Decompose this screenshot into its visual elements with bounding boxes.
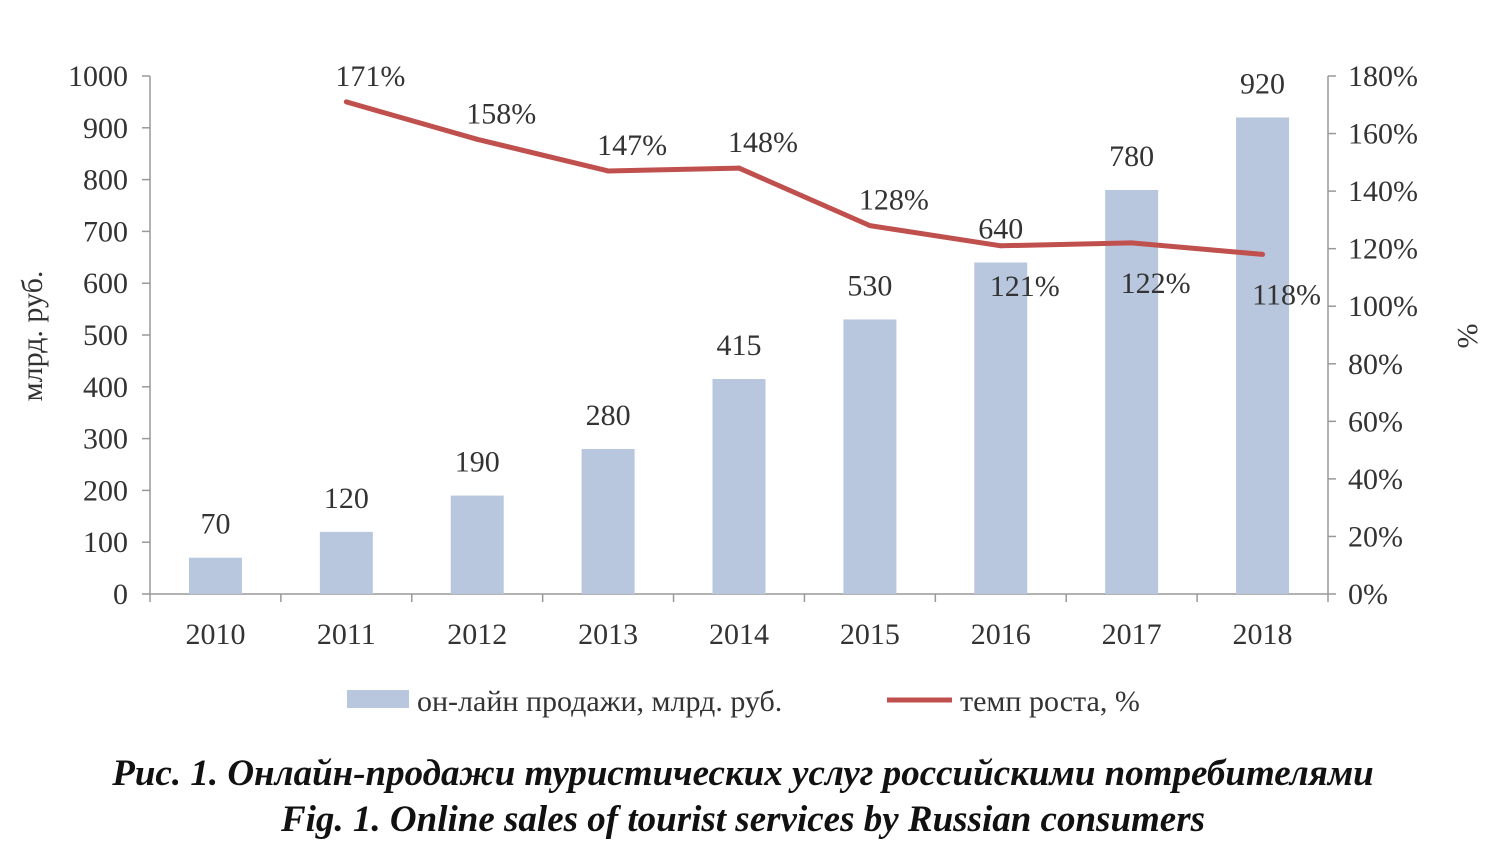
line-value-label: 118%	[1252, 278, 1321, 311]
x-tick-label: 2013	[578, 618, 638, 651]
y-tick-label: 100	[83, 526, 128, 559]
bar	[1105, 189, 1159, 594]
x-tick-label: 2016	[971, 618, 1031, 651]
y2-tick-label: 140%	[1348, 175, 1418, 208]
legend: он-лайн продажи, млрд. руб. темп роста, …	[347, 685, 1140, 718]
bar-value-label: 530	[847, 269, 892, 302]
bar	[1236, 117, 1290, 594]
bar	[581, 448, 635, 594]
y-tick-label: 200	[83, 474, 128, 507]
line-value-label: 148%	[728, 126, 798, 159]
y-tick-label: 600	[83, 267, 128, 300]
line-value-label: 158%	[466, 97, 536, 130]
legend-label-line: темп роста, %	[960, 685, 1140, 718]
line-point	[474, 136, 480, 142]
line-point	[998, 243, 1004, 249]
line-value-label: 122%	[1121, 267, 1191, 300]
y-tick-label: 700	[83, 215, 128, 248]
bar-value-label: 280	[586, 399, 631, 432]
line-point	[867, 223, 873, 229]
bar	[188, 557, 242, 594]
bar	[843, 319, 897, 594]
bar	[974, 262, 1028, 594]
x-tick-label: 2012	[447, 618, 507, 651]
bar-value-label: 780	[1109, 140, 1154, 173]
axes: 0 100 200 300 400 500 600 700 800 900 1000 0% 20% 40%…	[68, 60, 1418, 651]
bar	[712, 379, 766, 594]
line-value-label: 128%	[859, 184, 929, 217]
y-tick-label: 1000	[68, 60, 128, 93]
bar-value-label: 920	[1240, 67, 1285, 100]
line-point	[605, 168, 611, 174]
data-labels: 70 120 190 280 415 530 640 780 920 171% 158% 147% 14…	[200, 60, 1321, 541]
figure-caption-ru: Рис. 1. Онлайн-продажи туристических усл…	[112, 753, 1374, 794]
y2-tick-label: 160%	[1348, 118, 1418, 151]
bar	[450, 495, 504, 594]
x-tick-label: 2018	[1233, 618, 1293, 651]
y-tick-label: 400	[83, 371, 128, 404]
x-tick-label: 2011	[317, 618, 376, 651]
growth-rate-line	[345, 99, 1263, 257]
y-tick-label: 900	[83, 112, 128, 145]
bar-value-label: 190	[455, 446, 500, 479]
figure-caption-en: Fig. 1. Online sales of tourist services…	[280, 799, 1206, 840]
line-point	[1129, 240, 1135, 246]
bar-value-label: 640	[978, 212, 1023, 245]
line-value-label: 171%	[335, 60, 405, 93]
y2-tick-label: 20%	[1348, 520, 1403, 553]
bar	[319, 531, 373, 594]
x-tick-label: 2017	[1102, 618, 1162, 651]
legend-swatch-bar	[347, 690, 409, 708]
x-tick-label: 2015	[840, 618, 900, 651]
y-tick-label: 500	[83, 319, 128, 352]
y2-tick-label: 80%	[1348, 348, 1403, 381]
combo-chart: 0 100 200 300 400 500 600 700 800 900 1000 0% 20% 40%…	[16, 60, 1484, 718]
y2-tick-label: 60%	[1348, 405, 1403, 438]
line-point	[1260, 251, 1266, 257]
x-tick-label: 2010	[185, 618, 245, 651]
y-axis-title: млрд. руб.	[16, 271, 49, 402]
x-tick-label: 2014	[709, 618, 769, 651]
y2-tick-label: 0%	[1348, 578, 1388, 611]
line-point	[736, 165, 742, 171]
bar-series	[188, 117, 1290, 594]
y-tick-label: 300	[83, 423, 128, 456]
line-point	[343, 99, 349, 105]
line-value-label: 147%	[597, 129, 667, 162]
y2-tick-label: 120%	[1348, 233, 1418, 266]
line-series	[343, 99, 1266, 257]
legend-label-bar: он-лайн продажи, млрд. руб.	[417, 685, 782, 718]
bar-value-label: 70	[200, 508, 230, 541]
y2-tick-label: 180%	[1348, 60, 1418, 93]
bar-value-label: 415	[717, 329, 762, 362]
y2-tick-label: 100%	[1348, 290, 1418, 323]
y2-tick-label: 40%	[1348, 463, 1403, 496]
line-value-label: 121%	[990, 270, 1060, 303]
y-tick-label: 0	[113, 578, 128, 611]
y-tick-label: 800	[83, 164, 128, 197]
y2-axis-title: %	[1451, 324, 1484, 349]
bar-value-label: 120	[324, 482, 369, 515]
